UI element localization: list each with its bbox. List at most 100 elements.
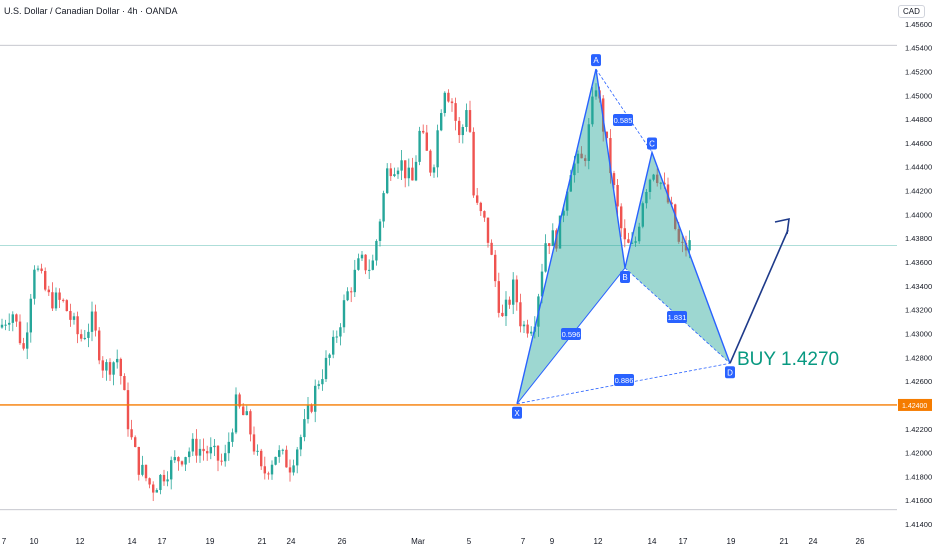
candle-body [450, 101, 454, 104]
candle-body [652, 174, 655, 180]
y-tick-label: 1.43400 [905, 282, 932, 291]
candle-body [101, 360, 104, 371]
candle-body [684, 242, 688, 251]
candle-body [15, 314, 18, 322]
candle-body [44, 271, 47, 290]
candle-body [80, 334, 83, 339]
candle-body [299, 437, 302, 450]
ratio-line [516, 362, 731, 405]
candle-body [260, 450, 263, 467]
candle-body [54, 292, 58, 309]
candle-body [681, 241, 684, 243]
x-tick-label: 10 [30, 537, 39, 546]
x-tick-label: 17 [158, 537, 167, 546]
candle-body [620, 206, 623, 229]
pattern-point-label: C [649, 139, 655, 148]
y-tick-label: 1.45000 [905, 91, 932, 100]
candle-body [360, 254, 364, 259]
candle-body [605, 131, 608, 139]
candle-body [303, 419, 306, 438]
candle-body [641, 203, 644, 227]
candle-body [141, 464, 144, 475]
x-tick-label: 24 [809, 537, 818, 546]
candle-body [540, 271, 544, 297]
candle-body [58, 292, 61, 300]
candle-body [231, 432, 234, 442]
candle-body [393, 174, 396, 177]
candle-body [224, 453, 227, 462]
x-tick-label: 14 [128, 537, 137, 546]
x-tick-label: 14 [648, 537, 657, 546]
candle-body [490, 242, 493, 255]
candle-body [623, 228, 626, 240]
candle-body [184, 457, 187, 465]
candle-body [461, 126, 464, 136]
candle-body [389, 168, 392, 177]
candle-body [350, 291, 353, 293]
bcd-triangle [625, 152, 730, 364]
candle-body [411, 167, 414, 181]
candle-body [530, 331, 533, 334]
candle-body [634, 241, 637, 243]
candle-body [476, 195, 479, 203]
candle-body [504, 299, 508, 317]
candle-body [501, 312, 504, 317]
candle-body [134, 437, 137, 447]
candle-body [195, 438, 198, 456]
candle-body [468, 110, 472, 132]
x-tick-label: 21 [258, 537, 267, 546]
candle-body [188, 451, 191, 458]
x-tick-label: 7 [2, 537, 7, 546]
candle-body [296, 449, 299, 466]
candle-body [551, 230, 554, 247]
x-tick-label: 19 [727, 537, 736, 546]
candle-body [278, 450, 281, 457]
candle-body [47, 289, 50, 293]
candle-body [288, 467, 292, 473]
candle-body [591, 96, 594, 125]
candle-body [112, 362, 115, 375]
y-tick-label: 1.43000 [905, 329, 932, 338]
candle-body [515, 279, 518, 303]
candle-body [407, 167, 410, 179]
candle-body [4, 324, 7, 326]
y-tick-label: 1.42200 [905, 425, 932, 434]
candle-body [227, 441, 230, 454]
candle-body [191, 438, 194, 452]
candle-body [425, 132, 428, 151]
candle-body [645, 191, 648, 204]
candle-body [458, 120, 461, 136]
candle-body [94, 311, 97, 331]
candle-body [62, 299, 65, 301]
pattern-point-label: A [593, 56, 599, 65]
candle-body [76, 316, 79, 335]
candle-body [357, 258, 360, 270]
x-tick-label: 12 [594, 537, 603, 546]
ratio-label: 0.585 [614, 116, 633, 125]
candle-body [216, 445, 220, 461]
candle-body [148, 478, 151, 485]
candle-body [627, 239, 630, 243]
candle-body [292, 465, 295, 473]
candle-body [29, 298, 32, 333]
candle-body [173, 457, 176, 461]
candle-body [677, 229, 680, 242]
candle-body [512, 279, 515, 305]
y-tick-label: 1.44800 [905, 115, 932, 124]
candle-body [144, 464, 148, 479]
candle-body [270, 464, 274, 475]
candle-body [526, 324, 529, 334]
candle-body [123, 376, 126, 391]
candle-body [666, 184, 670, 203]
candle-body [483, 211, 486, 218]
candle-body [454, 103, 457, 121]
candle-body [663, 182, 666, 185]
ratio-box [614, 374, 634, 386]
y-tick-label: 1.41600 [905, 496, 932, 505]
candle-body [18, 321, 22, 344]
candle-body [242, 406, 245, 416]
candle-body [213, 445, 216, 448]
candle-body [432, 167, 436, 173]
currency-button[interactable]: CAD [898, 5, 925, 18]
